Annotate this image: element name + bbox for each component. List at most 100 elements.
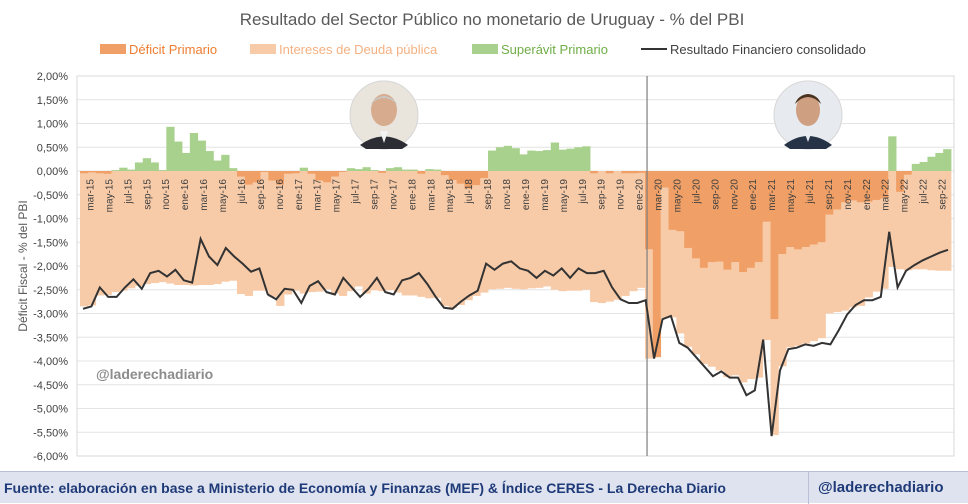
interest-bar <box>723 269 732 378</box>
y-axis-ticks: 2,00% 1,50% 1,00% 0,50% 0,00% -0,50% -1,00% -1,… <box>33 71 68 463</box>
surplus-bar <box>401 169 410 171</box>
interest-bar <box>637 172 646 288</box>
x-tick-label: may-20 <box>672 179 683 213</box>
interest-bar <box>692 258 701 355</box>
interest-bar <box>95 173 104 296</box>
chart: Resultado del Sector Público no monetari… <box>16 10 955 463</box>
deficit-bar <box>284 171 293 174</box>
interest-bar <box>809 244 819 342</box>
x-tick-label: may-19 <box>559 179 570 213</box>
surplus-bar <box>535 151 544 171</box>
deficit-bar <box>378 171 387 173</box>
interest-bar <box>80 173 89 307</box>
deficit-bar <box>864 171 873 202</box>
legend-swatch-surplus <box>472 44 498 54</box>
interest-bar <box>621 173 630 296</box>
bars <box>80 126 952 436</box>
surplus-bar <box>111 170 120 171</box>
deficit-bar <box>739 171 748 273</box>
interest-bar <box>433 171 442 298</box>
interest-bar <box>362 171 371 294</box>
interest-bar <box>464 188 473 301</box>
deficit-bar <box>903 171 913 175</box>
interest-bar <box>503 171 512 288</box>
x-tick-label: ene-18 <box>407 179 418 211</box>
interest-bar <box>323 182 332 290</box>
surplus-bar <box>425 169 434 171</box>
deficit-bar <box>652 171 662 358</box>
interest-bar <box>174 171 183 285</box>
x-tick-label: jul-20 <box>691 179 702 205</box>
interest-bar <box>268 180 277 297</box>
interest-bar <box>127 171 136 289</box>
interest-bar <box>605 173 614 302</box>
surplus-bar <box>197 140 206 171</box>
interest-bar <box>848 200 858 308</box>
footer-handle: @laderechadiario <box>818 479 944 496</box>
interest-bar <box>299 171 308 294</box>
interest-bar <box>770 319 779 436</box>
source-footer: Fuente: elaboración en base a Ministerio… <box>0 471 968 504</box>
interest-bar <box>746 267 756 380</box>
deficit-bar <box>754 171 764 263</box>
x-tick-label: jul-17 <box>351 179 362 205</box>
interest-bar <box>354 171 363 287</box>
interest-bar <box>762 221 771 341</box>
x-tick-label: may-17 <box>332 179 343 213</box>
x-tick-label: mar-21 <box>767 179 778 211</box>
deficit-bar <box>896 171 905 192</box>
x-tick-label: jul-15 <box>123 179 134 205</box>
deficit-bar <box>684 171 693 248</box>
interest-bar <box>684 247 693 347</box>
interest-bar <box>590 173 599 303</box>
surplus-bar <box>558 149 567 171</box>
surplus-bar <box>158 170 167 171</box>
y-tick-label: -6,00% <box>33 451 68 463</box>
interest-bar <box>707 262 716 367</box>
y-tick-label: -2,50% <box>33 285 68 297</box>
deficit-bar <box>315 171 324 181</box>
deficit-bar <box>715 171 724 262</box>
interest-bar <box>794 249 803 346</box>
x-tick-label: mar-16 <box>199 179 210 211</box>
x-tick-label: may-15 <box>104 179 115 213</box>
interest-bar <box>935 171 944 271</box>
x-tick-label: may-21 <box>786 179 797 213</box>
x-tick-label: mar-17 <box>313 179 324 211</box>
y-tick-label: -5,00% <box>33 404 68 416</box>
deficit-bar <box>80 171 89 174</box>
y-tick-label: 1,00% <box>37 119 68 131</box>
surplus-bar <box>189 133 199 171</box>
y-tick-label: -5,50% <box>33 427 68 439</box>
interest-bar <box>236 176 246 295</box>
x-tick-label: ene-19 <box>521 179 532 211</box>
interest-bar <box>542 171 552 287</box>
surplus-bar <box>386 168 395 171</box>
y-tick-label: -1,50% <box>33 237 68 249</box>
deficit-bar <box>770 171 779 320</box>
x-tick-label: sep-18 <box>483 179 494 210</box>
y-tick-label: 0,50% <box>37 142 68 154</box>
surplus-bar <box>393 167 403 171</box>
financial-result-line <box>82 231 949 437</box>
y-tick-label: -3,00% <box>33 309 68 321</box>
legend-label-interest: Intereses de Deuda pública <box>279 42 438 57</box>
x-tick-label: ene-20 <box>635 179 646 211</box>
surplus-bar <box>519 154 528 171</box>
interest-bar <box>87 172 97 306</box>
footer-separator <box>808 472 809 504</box>
surplus-bar <box>182 152 191 171</box>
legend-label-deficit: Déficit Primario <box>129 42 217 57</box>
surplus-bar <box>495 147 505 171</box>
legend: Déficit Primario Intereses de Deuda públ… <box>100 42 866 57</box>
x-tick-label: may-16 <box>218 179 229 213</box>
surplus-bar <box>527 150 536 171</box>
deficit-bar <box>307 171 316 174</box>
x-tick-label: jul-18 <box>464 179 475 205</box>
interest-bar <box>786 247 795 348</box>
surplus-bar <box>574 147 583 171</box>
deficit-bar <box>590 171 599 174</box>
x-tick-label: sep-19 <box>597 179 608 210</box>
y-axis-label: Déficit Fiscal - % del PBI <box>16 200 30 331</box>
deficit-bar <box>848 171 858 201</box>
